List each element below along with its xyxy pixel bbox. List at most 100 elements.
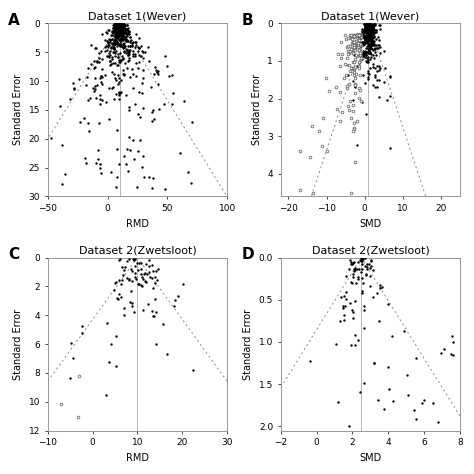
Point <box>119 66 127 73</box>
Point <box>364 22 371 30</box>
Point <box>114 20 122 28</box>
Point <box>118 276 125 283</box>
Point <box>95 58 103 66</box>
Point <box>365 20 373 28</box>
Point <box>366 21 374 29</box>
Point <box>354 273 362 281</box>
Point <box>159 320 167 328</box>
Point <box>358 38 366 46</box>
Point <box>78 329 86 337</box>
Point <box>364 33 371 40</box>
Point <box>370 45 378 53</box>
Point <box>342 71 350 79</box>
Point <box>368 25 375 33</box>
Point <box>358 38 365 46</box>
Point <box>367 39 375 47</box>
Point <box>350 46 358 54</box>
Point <box>354 32 361 40</box>
Point <box>345 49 353 57</box>
Point <box>352 70 360 78</box>
Point <box>119 28 127 36</box>
Point <box>117 26 125 33</box>
Point <box>135 110 142 118</box>
Point <box>123 26 130 33</box>
Point <box>111 20 119 27</box>
Point <box>114 30 121 38</box>
Point <box>110 27 118 34</box>
Point <box>365 22 373 30</box>
Point <box>364 28 371 36</box>
Point <box>118 20 126 27</box>
Point <box>111 28 118 36</box>
Point <box>113 29 120 36</box>
Point <box>366 23 374 31</box>
Point <box>139 89 146 97</box>
Point <box>361 302 368 310</box>
Point <box>371 72 379 79</box>
Point <box>355 64 363 72</box>
Point <box>126 27 133 35</box>
Point <box>147 83 155 91</box>
Point <box>366 31 374 39</box>
Point <box>139 307 147 314</box>
Point <box>119 30 127 37</box>
Point <box>353 37 361 45</box>
Point <box>110 286 118 294</box>
Point <box>359 32 366 40</box>
Point <box>109 35 116 43</box>
Point <box>364 45 372 53</box>
Point <box>124 24 132 31</box>
Point <box>107 31 114 38</box>
Point <box>144 44 151 51</box>
Point <box>362 35 369 42</box>
Point <box>361 24 369 31</box>
Point <box>370 21 377 29</box>
Point <box>181 97 188 105</box>
Point <box>343 82 351 89</box>
Point <box>150 115 157 122</box>
Point <box>376 25 384 33</box>
Point <box>368 24 375 32</box>
Point <box>136 113 144 120</box>
Point <box>126 298 134 306</box>
Point <box>363 37 371 45</box>
Point <box>111 20 119 27</box>
Point <box>110 48 118 55</box>
Point <box>344 61 352 69</box>
Point <box>366 30 374 37</box>
Point <box>120 39 128 47</box>
Point <box>131 43 138 51</box>
Point <box>114 28 122 36</box>
Point <box>106 61 114 69</box>
Point <box>119 20 127 27</box>
Point <box>347 114 355 122</box>
Text: D: D <box>241 247 254 262</box>
Point <box>351 64 358 72</box>
Point <box>111 27 118 35</box>
Point <box>372 51 379 59</box>
Point <box>365 28 372 36</box>
Point <box>352 41 360 48</box>
Point <box>124 21 131 29</box>
Point <box>118 20 126 28</box>
Point <box>124 52 131 59</box>
Point <box>375 66 383 74</box>
Point <box>115 20 122 27</box>
Point <box>112 33 120 40</box>
Point <box>110 45 118 53</box>
Point <box>412 415 420 423</box>
Point <box>90 57 97 65</box>
Point <box>112 76 120 83</box>
Point <box>366 272 374 279</box>
Point <box>113 34 121 42</box>
Point <box>367 26 374 33</box>
Y-axis label: Standard Error: Standard Error <box>252 74 262 146</box>
Point <box>123 47 131 55</box>
Point <box>110 33 118 40</box>
Point <box>135 51 143 59</box>
Point <box>112 20 120 27</box>
Point <box>366 36 374 44</box>
Point <box>117 43 125 50</box>
Point <box>118 22 125 29</box>
Point <box>369 23 376 30</box>
